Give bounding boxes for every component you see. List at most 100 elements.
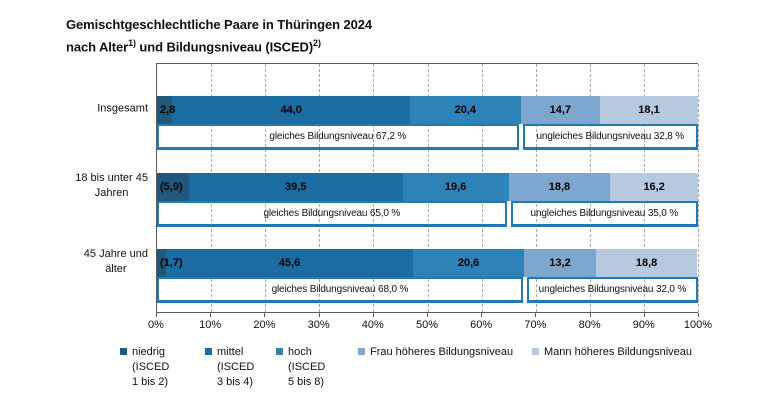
x-tick-label: 90% xyxy=(632,319,655,331)
x-tick-label: 70% xyxy=(524,319,547,331)
unequal-education-box: ungleiches Bildungsniveau 35,0 % xyxy=(510,201,698,227)
chart-title: Gemischtgeschlechtliche Paare in Thüring… xyxy=(66,16,372,56)
x-tick-mark xyxy=(318,313,320,317)
chart-title-line1: Gemischtgeschlechtliche Paare in Thüring… xyxy=(66,17,372,32)
x-tick-label: 20% xyxy=(253,319,276,331)
legend: niedrig (ISCED 1 bis 2) mittel (ISCED 3 bis 4… xyxy=(0,345,762,400)
bar-segment: 39,5 xyxy=(188,173,403,201)
legend-label-line: (ISCED xyxy=(132,361,170,373)
legend-label-line: hoch xyxy=(288,346,312,358)
category-label: 45 Jahre und älter xyxy=(83,248,148,275)
legend-label-line: niedrig xyxy=(132,346,166,358)
legend-label-line: mittel xyxy=(217,346,244,358)
education-level-boxes: gleiches Bildungsniveau 65,0 % ungleiches… xyxy=(157,201,698,227)
education-level-boxes: gleiches Bildungsniveau 68,0 % ungleiches… xyxy=(157,277,698,303)
title-line2-mid: und Bildungsniveau (ISCED) xyxy=(135,39,314,55)
bar-segment: 18,8 xyxy=(595,249,698,277)
legend-label-line: Mann höheres Bildungsniveau xyxy=(544,346,692,358)
legend-swatch xyxy=(120,348,127,355)
footnote-marker-2: 2) xyxy=(313,38,321,48)
legend-swatch xyxy=(205,348,212,355)
segment-value-label: 2,8 xyxy=(160,104,176,116)
bar-row: (1,7) 45,6 20,6 13,2 18,8 gleiches Bildungsni… xyxy=(157,249,698,303)
x-tick-label: 100% xyxy=(683,319,713,331)
x-tick-mark xyxy=(589,313,591,317)
legend-item: niedrig (ISCED 1 bis 2) xyxy=(120,345,169,390)
bar-segment: 20,4 xyxy=(410,96,521,124)
bar-segment: 18,8 xyxy=(508,173,611,201)
x-tick-mark xyxy=(427,313,428,317)
education-level-boxes: gleiches Bildungsniveau 67,2 % ungleiches… xyxy=(157,124,698,150)
bar-segment: 18,1 xyxy=(600,96,698,124)
legend-item: Mann höheres Bildungsniveau xyxy=(532,345,692,360)
segment-value-label: 39,5 xyxy=(285,181,307,193)
x-tick-label: 30% xyxy=(307,319,330,331)
x-tick-label: 80% xyxy=(578,319,601,331)
x-tick-mark xyxy=(698,313,699,317)
bar-segment: 20,6 xyxy=(412,249,525,277)
x-tick-label: 60% xyxy=(470,319,493,331)
segment-value-label: 19,6 xyxy=(444,181,467,193)
unequal-education-box: ungleiches Bildungsniveau 32,8 % xyxy=(522,124,698,150)
x-tick-mark xyxy=(643,313,645,317)
bar-segment: 2,8 xyxy=(157,96,176,124)
title-line2-prefix: nach Alter xyxy=(66,39,129,55)
bar-segment: (1,7) xyxy=(157,249,183,277)
equal-education-box: gleiches Bildungsniveau 65,0 % xyxy=(157,201,507,227)
legend-label-line: Frau höheres Bildungsniveau xyxy=(370,346,514,358)
legend-item: Frau höheres Bildungsniveau xyxy=(358,345,513,360)
bar-segment: 16,2 xyxy=(610,173,698,201)
legend-label-line: 5 bis 8) xyxy=(288,376,325,388)
x-tick-mark xyxy=(264,313,266,317)
plot-area: 2,8 44,0 20,4 14,7 18,1 gleiches Bildungsnive… xyxy=(156,63,699,313)
bar-segment: 44,0 xyxy=(172,96,411,124)
legend-swatch xyxy=(532,348,539,355)
bar-row: (5,9) 39,5 19,6 18,8 16,2 gleiches Bildungsni… xyxy=(157,173,698,227)
legend-swatch xyxy=(358,348,365,355)
x-tick-label: 50% xyxy=(415,319,439,331)
x-tick-label: 0% xyxy=(148,319,164,331)
gridline xyxy=(698,64,699,312)
footnote-marker-1: 1) xyxy=(128,38,136,48)
legend-item: mittel (ISCED 3 bis 4) xyxy=(205,345,254,390)
segment-value-label: (5,9) xyxy=(160,181,183,193)
legend-label-line: 3 bis 4) xyxy=(217,376,254,388)
segment-value-label: 20,4 xyxy=(454,104,477,116)
segment-value-label: 45,6 xyxy=(278,257,301,269)
chart-title-line2: nach Alter1) und Bildungsniveau (ISCED)2… xyxy=(66,34,372,56)
x-tick-mark xyxy=(481,313,483,317)
x-tick-mark xyxy=(535,313,537,317)
segment-value-label: 20,6 xyxy=(457,257,480,269)
bar-segment: 19,6 xyxy=(402,173,509,201)
equal-education-box: gleiches Bildungsniveau 68,0 % xyxy=(157,277,523,303)
segment-value-label: 44,0 xyxy=(280,104,302,116)
segment-value-label: 16,2 xyxy=(643,181,665,193)
legend-label-line: (ISCED xyxy=(288,361,326,373)
category-label: 18 bis unter 45 Jahren xyxy=(75,172,148,199)
segment-value-label: 18,1 xyxy=(638,104,660,116)
segment-value-label: (1,7) xyxy=(160,257,183,269)
legend-label-line: (ISCED xyxy=(217,361,255,373)
category-label: Insgesamt xyxy=(97,102,148,115)
x-tick-mark xyxy=(372,313,374,317)
x-tick-mark xyxy=(156,313,157,317)
x-tick-mark xyxy=(210,313,212,317)
bar-segment: 45,6 xyxy=(166,249,413,277)
stacked-bar: (5,9) 39,5 19,6 18,8 16,2 xyxy=(157,173,698,201)
segment-value-label: 18,8 xyxy=(635,257,658,269)
bar-row: 2,8 44,0 20,4 14,7 18,1 gleiches Bildungsnive… xyxy=(157,96,698,150)
segment-value-label: 13,2 xyxy=(549,257,571,269)
legend-item: hoch (ISCED 5 bis 8) xyxy=(276,345,325,390)
segment-value-label: 18,8 xyxy=(548,181,571,193)
legend-label-line: 1 bis 2) xyxy=(132,376,169,388)
stacked-bar: 2,8 44,0 20,4 14,7 18,1 xyxy=(157,96,698,124)
x-tick-label: 40% xyxy=(361,319,384,331)
bar-segment: 13,2 xyxy=(524,249,596,277)
unequal-education-box: ungleiches Bildungsniveau 32,0 % xyxy=(526,277,698,303)
equal-education-box: gleiches Bildungsniveau 67,2 % xyxy=(157,124,519,150)
bar-segment: (5,9) xyxy=(157,173,189,201)
bar-segment: 14,7 xyxy=(520,96,601,124)
x-tick-label: 10% xyxy=(199,319,222,331)
legend-swatch xyxy=(276,348,283,355)
